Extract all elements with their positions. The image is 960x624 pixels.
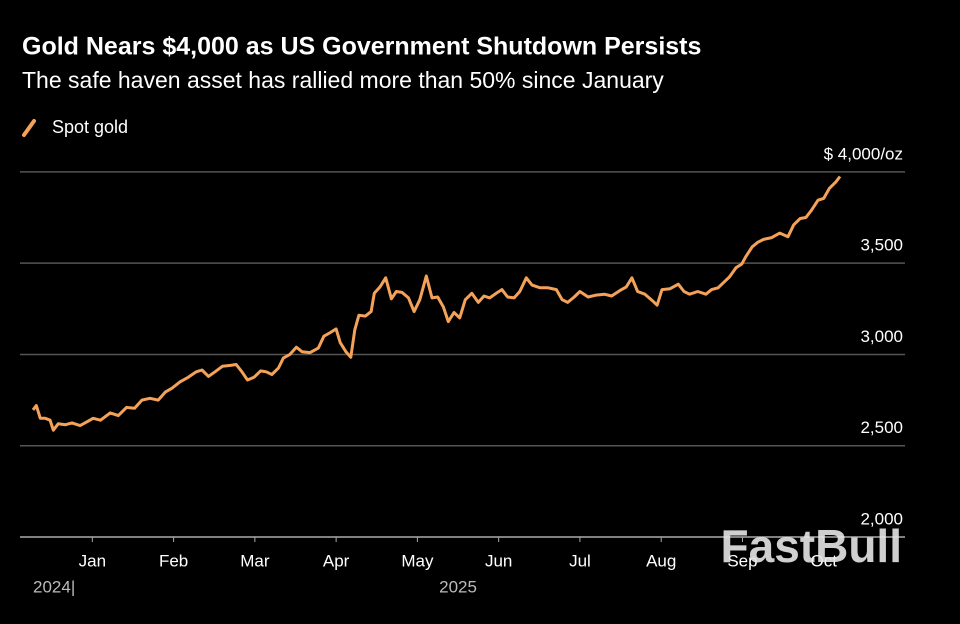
x-tick-label: May xyxy=(401,551,434,570)
x-tick-label: Mar xyxy=(240,551,270,570)
chart-subtitle: The safe haven asset has rallied more th… xyxy=(22,67,664,93)
x-tick-label: Jul xyxy=(569,551,591,570)
y-tick-label: 3,500 xyxy=(860,236,903,255)
y-tick-label: 2,000 xyxy=(860,509,903,528)
y-tick-label: 3,000 xyxy=(860,327,903,346)
x-tick-label: Jun xyxy=(485,551,512,570)
x-tick-label: Sep xyxy=(727,551,757,570)
y-tick-label: 2,500 xyxy=(860,418,903,437)
line-series xyxy=(31,175,842,432)
year-label: 2025 xyxy=(439,577,477,596)
x-tick-label: Feb xyxy=(159,551,188,570)
year-label: 2024| xyxy=(33,577,75,596)
x-tick-label: Oct xyxy=(811,551,838,570)
y-tick-label: $ 4,000/oz xyxy=(824,144,903,163)
x-tick-label: Apr xyxy=(323,551,350,570)
x-tick-label: Aug xyxy=(646,551,676,570)
legend-swatch xyxy=(22,119,36,137)
legend-label: Spot gold xyxy=(52,117,128,137)
chart-title: Gold Nears $4,000 as US Government Shutd… xyxy=(22,33,701,61)
x-tick-label: Jan xyxy=(79,551,106,570)
watermark: FastBull xyxy=(721,520,902,572)
